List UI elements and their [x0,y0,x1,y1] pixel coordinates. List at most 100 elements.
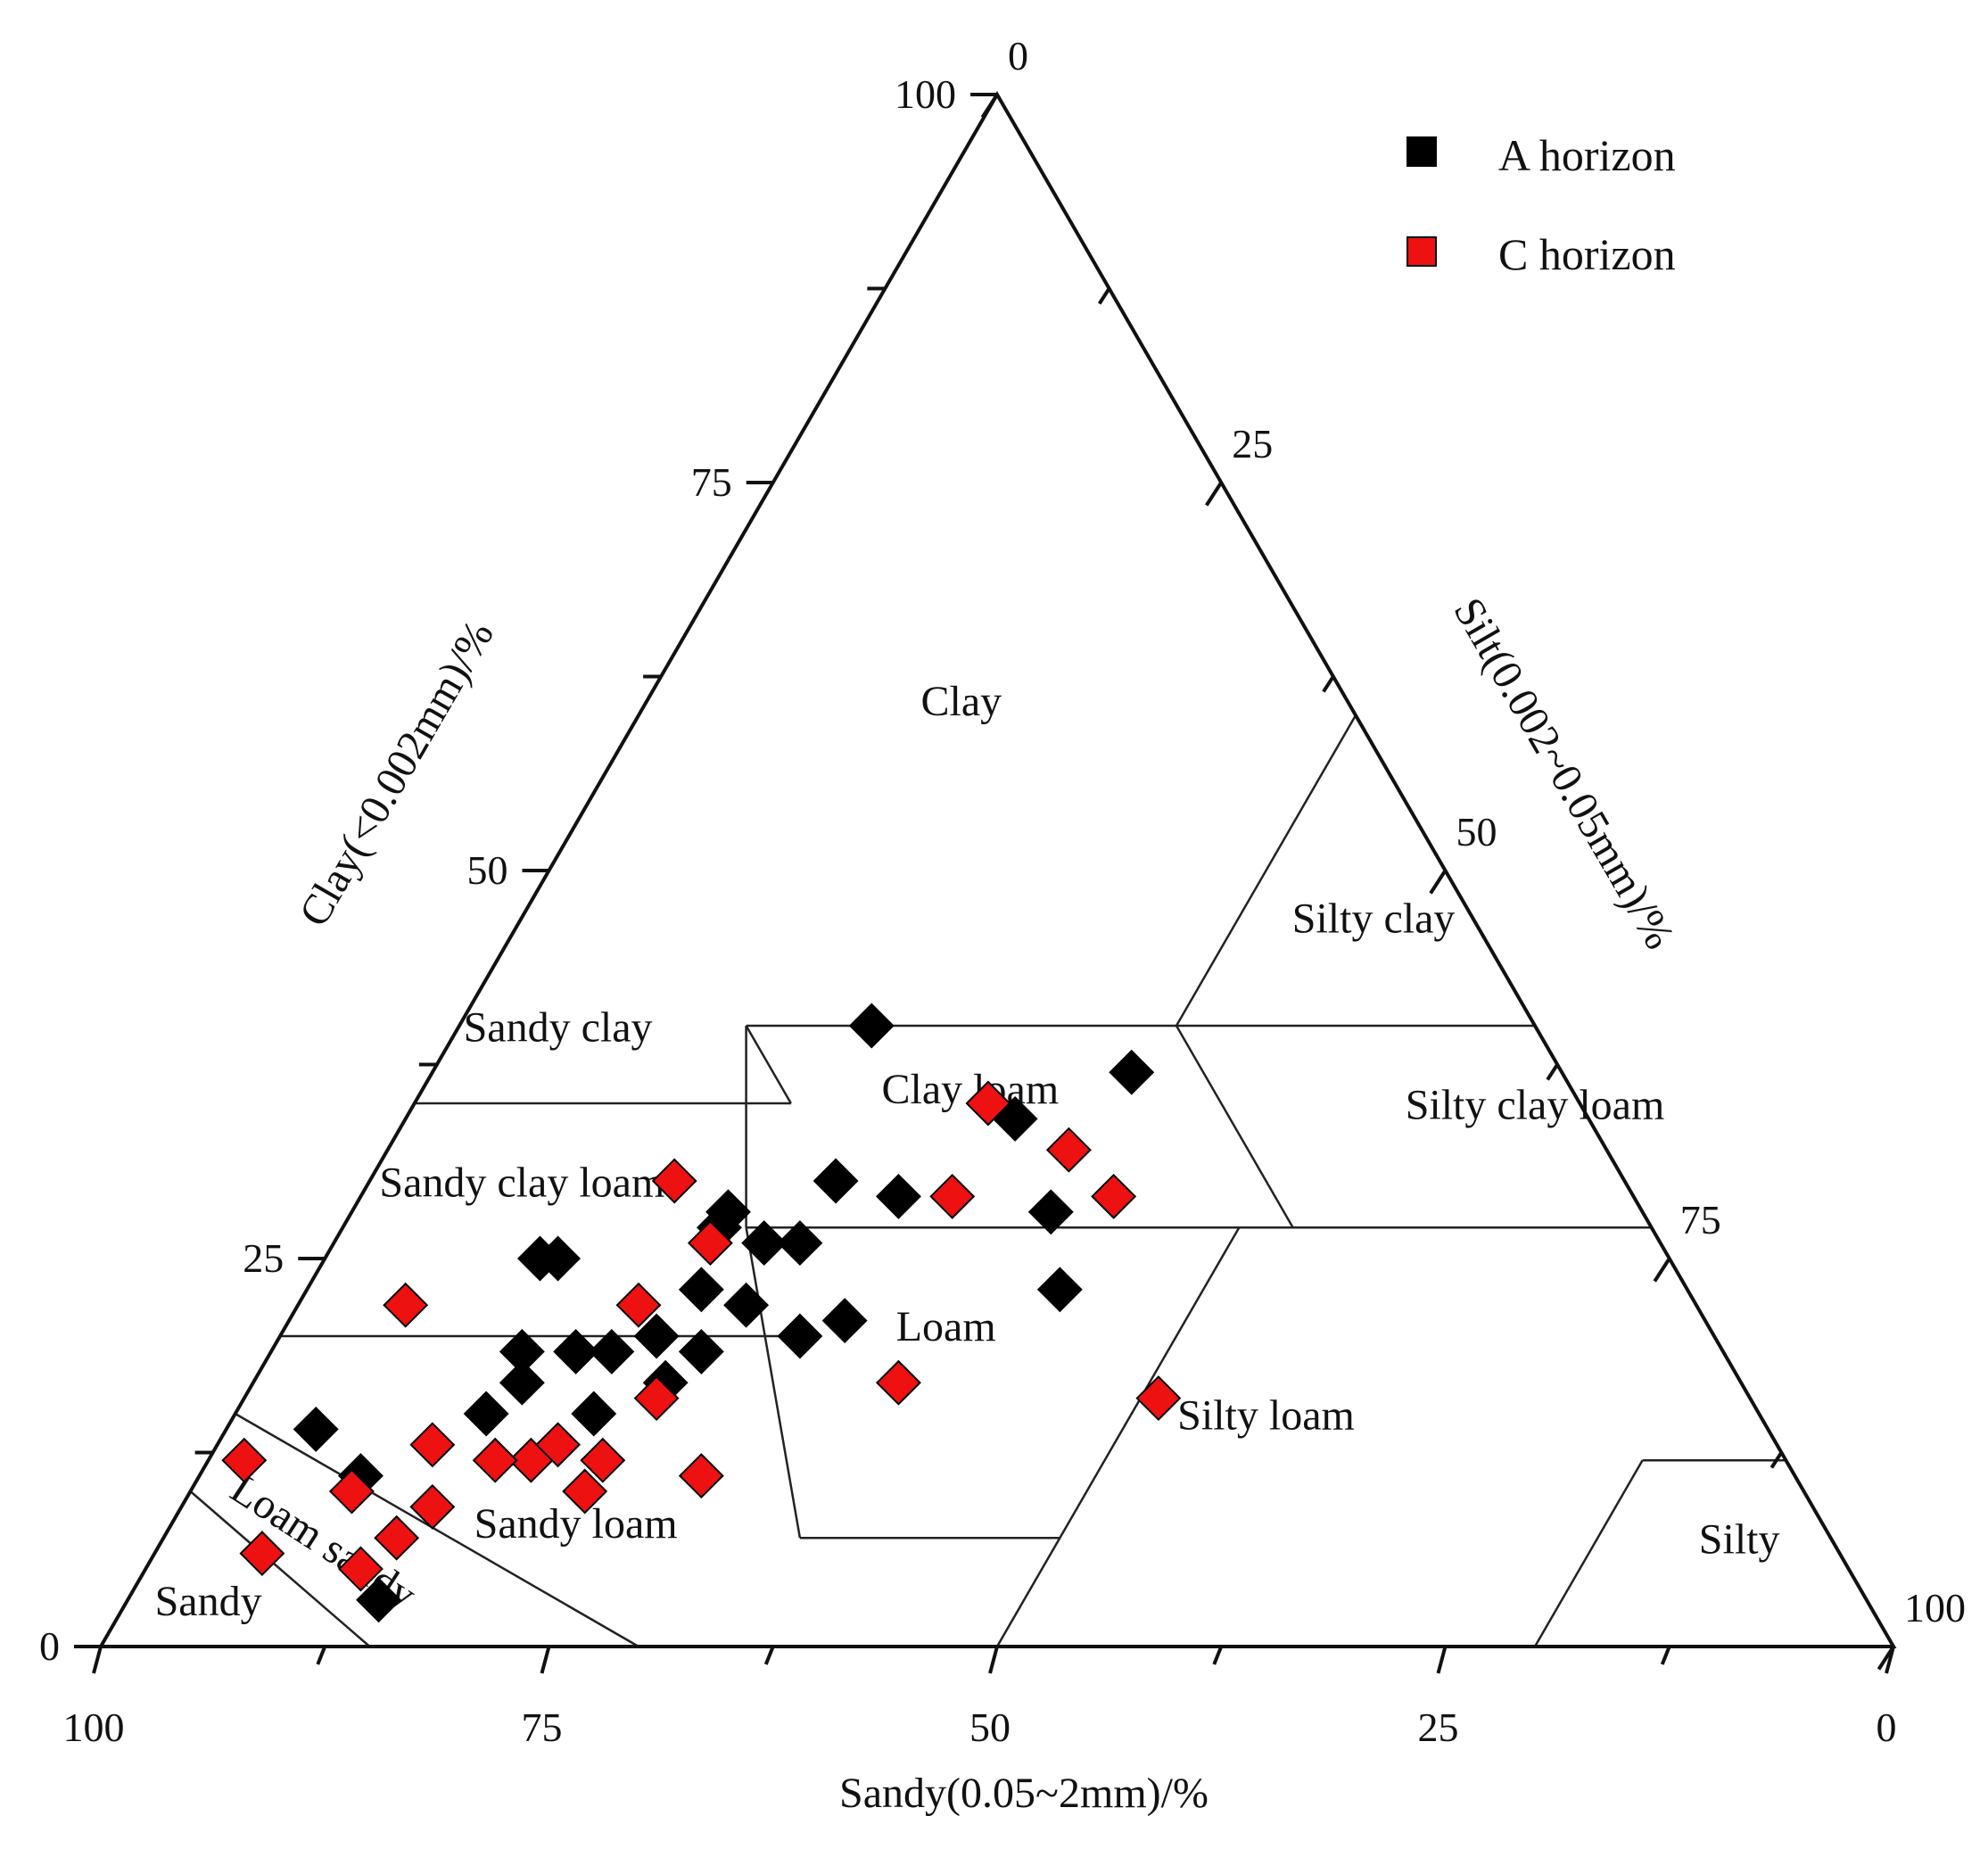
sand-tick-label: 50 [969,1705,1010,1750]
data-point-a-horizon [741,1220,788,1267]
region-label: Silty [1699,1516,1780,1564]
region-label: Sandy clay loam [379,1159,664,1206]
data-point-c-horizon [409,1422,456,1468]
data-point-a-horizon [553,1328,599,1374]
data-point-a-horizon [356,1577,402,1623]
data-point-c-horizon [678,1453,724,1499]
data-point-c-horizon [472,1437,518,1483]
silt-tick-label: 0 [1008,33,1028,78]
data-point-c-horizon [409,1483,456,1530]
silt-axis-title: Silt(0.002~0.05mm)/% [1444,590,1683,957]
region-label: Silty clay loam [1406,1081,1665,1128]
data-points [221,1003,1182,1623]
data-point-c-horizon [615,1282,662,1328]
clay-tick-label: 75 [691,459,732,505]
data-point-c-horizon [383,1282,429,1328]
silt-tick [1653,1257,1671,1283]
data-point-a-horizon [499,1359,545,1406]
clay-tick-label: 25 [243,1235,284,1281]
data-point-a-horizon [821,1298,868,1344]
data-point-c-horizon [337,1546,384,1592]
region-label: Sandy clay [464,1003,653,1051]
region-boundary-17 [1533,1459,1644,1647]
region-label: Sandy [155,1578,262,1625]
data-point-a-horizon [633,1313,680,1359]
data-point-c-horizon [1135,1375,1182,1422]
silt-tick [1769,1451,1784,1469]
data-point-c-horizon [875,1359,921,1406]
sand-tick-label: 75 [522,1705,563,1750]
data-point-c-horizon [651,1158,697,1204]
data-point-a-horizon [848,1003,895,1049]
silt-tick [1205,481,1223,507]
clay-tick-label: 50 [467,847,508,893]
legend-label-c-horizon: C horizon [1498,229,1676,279]
data-point-c-horizon [535,1422,582,1468]
data-point-a-horizon [678,1328,724,1374]
data-point-c-horizon [562,1468,608,1515]
data-point-c-horizon [1045,1127,1092,1173]
sand-tick [988,1646,999,1674]
silt-tick [1097,287,1111,305]
axis-ticks [74,93,1895,1674]
data-point-c-horizon [965,1080,1011,1127]
region-label: Silty clay [1292,896,1456,943]
legend: A horizon C horizon [1406,130,1676,279]
data-point-a-horizon [571,1391,617,1437]
sand-tick [540,1646,551,1674]
sand-tick [316,1646,327,1665]
data-point-a-horizon [463,1391,509,1437]
legend-label-a-horizon: A horizon [1498,130,1676,180]
sand-axis-title: Sandy(0.05~2mm)/% [839,1770,1208,1817]
data-point-a-horizon [535,1235,582,1282]
region-boundary-13 [1059,1226,1241,1539]
region-boundary-4 [1175,1025,1294,1228]
data-point-c-horizon [221,1437,268,1483]
data-point-a-horizon [777,1220,823,1267]
clay-tick-label: 0 [39,1623,60,1669]
region-label: Clay [920,678,1002,725]
region-boundary-14 [995,1537,1061,1647]
sand-tick [1212,1646,1224,1665]
data-point-c-horizon [239,1531,285,1577]
region-boundary-11 [745,1226,802,1539]
data-point-a-horizon [678,1267,724,1313]
silt-tick [1322,675,1335,693]
data-point-c-horizon [580,1437,626,1483]
sand-tick [763,1646,775,1665]
data-point-c-horizon [1091,1173,1137,1219]
sand-tick-label: 25 [1418,1705,1459,1750]
region-boundary-15 [235,1412,639,1648]
data-point-c-horizon [687,1220,733,1267]
silt-tick-label: 75 [1680,1197,1721,1242]
region-boundary-5 [1175,714,1357,1027]
silt-tick [1877,1645,1895,1671]
data-point-a-horizon [1036,1267,1083,1313]
data-point-c-horizon [374,1515,420,1561]
sand-tick [92,1646,103,1674]
region-boundaries [189,714,1786,1648]
legend-marker-a-horizon [1406,136,1437,167]
legend-marker-c-horizon [1406,236,1437,267]
silt-tick-label: 100 [1904,1585,1966,1630]
region-label: Silty loam [1177,1391,1355,1439]
data-point-a-horizon [589,1328,635,1374]
data-point-a-horizon [1109,1049,1155,1095]
data-point-a-horizon [875,1173,921,1219]
data-point-c-horizon [929,1173,976,1219]
region-boundary-16 [189,1490,371,1647]
region-boundary-2 [745,1025,792,1104]
silt-tick [980,93,999,119]
data-point-c-horizon [328,1468,375,1515]
silt-tick [1429,869,1448,895]
data-point-a-horizon [499,1328,545,1374]
silt-tick-label: 50 [1456,809,1497,854]
silt-tick [1546,1063,1559,1081]
clay-tick-label: 100 [895,71,956,117]
data-point-a-horizon [1027,1189,1074,1235]
data-point-a-horizon [293,1406,339,1452]
